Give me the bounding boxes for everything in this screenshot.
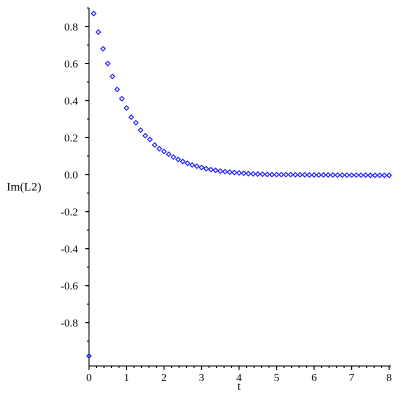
data-point [208, 166, 214, 173]
data-point [217, 168, 224, 174]
x-tick-label: 7 [349, 372, 355, 384]
x-tick-label: 8 [386, 372, 392, 384]
data-point [315, 172, 322, 178]
data-point [301, 171, 308, 178]
data-point [273, 171, 280, 178]
data-point [175, 156, 182, 163]
data-point [198, 164, 205, 171]
y-tick-label: -0.6 [61, 281, 79, 293]
data-point [358, 172, 364, 179]
data-point [306, 172, 313, 178]
x-axis-title: t [237, 379, 241, 393]
data-point [109, 73, 116, 80]
y-tick-label: -0.4 [61, 244, 79, 256]
data-point [212, 167, 219, 174]
data-point [259, 171, 266, 178]
data-point [344, 172, 350, 179]
x-tick-label: 0 [86, 372, 92, 384]
data-point [353, 172, 360, 179]
data-point [297, 171, 303, 178]
data-point [240, 170, 247, 177]
data-point [142, 132, 149, 139]
data-point [376, 172, 383, 179]
data-point [329, 172, 336, 178]
data-point [118, 95, 125, 102]
y-tick-label: 0.4 [64, 96, 78, 108]
data-point [245, 170, 252, 177]
data-point [170, 154, 177, 160]
data-point [231, 169, 238, 176]
x-tick-label: 3 [199, 372, 205, 384]
data-point [128, 114, 135, 121]
x-tick-label: 6 [311, 372, 317, 384]
data-point [95, 29, 102, 35]
data-point [325, 172, 332, 178]
data-point [278, 171, 285, 178]
data-point [268, 171, 275, 178]
data-point [151, 142, 158, 148]
data-point [193, 163, 200, 170]
data-point [104, 60, 111, 67]
data-point [137, 127, 144, 134]
y-tick-label: 0.2 [64, 133, 78, 145]
data-point [156, 145, 163, 152]
y-tick-label: -0.2 [61, 207, 78, 219]
data-point [292, 171, 299, 178]
data-point [100, 45, 106, 52]
data-point [320, 172, 327, 178]
data-point [179, 158, 186, 165]
data-point [283, 171, 289, 178]
x-tick-label: 1 [124, 372, 130, 384]
data-point [334, 172, 341, 179]
data-point [184, 160, 191, 167]
data-point [161, 148, 167, 155]
y-tick-label: 0.6 [64, 59, 78, 71]
data-point [381, 172, 388, 179]
data-point [123, 105, 130, 111]
x-tick-label: 4 [236, 372, 242, 384]
data-point [372, 172, 378, 179]
data-point [86, 353, 92, 359]
y-axis-title: Im(L2) [7, 180, 42, 194]
y-tick-label: 0.8 [64, 22, 78, 34]
data-point [203, 165, 210, 172]
data-point [287, 171, 294, 178]
y-tick-label: -0.8 [61, 318, 79, 330]
y-tick-label: 0.0 [64, 170, 78, 182]
data-point [250, 170, 257, 177]
data-point [226, 169, 233, 176]
data-point [236, 170, 242, 176]
data-point [362, 172, 369, 179]
data-point [264, 171, 271, 178]
data-point [132, 119, 139, 126]
data-point [348, 172, 355, 179]
data-point [222, 168, 228, 175]
data-point [114, 86, 121, 93]
data-point [339, 172, 346, 179]
data-point [254, 171, 261, 177]
data-point [165, 151, 172, 158]
data-point [90, 10, 97, 17]
data-point [386, 172, 393, 179]
data-point [367, 172, 374, 179]
data-point [189, 162, 196, 168]
data-point [147, 136, 153, 143]
data-point [311, 172, 318, 178]
x-tick-label: 5 [274, 372, 280, 384]
x-tick-label: 2 [161, 372, 167, 384]
